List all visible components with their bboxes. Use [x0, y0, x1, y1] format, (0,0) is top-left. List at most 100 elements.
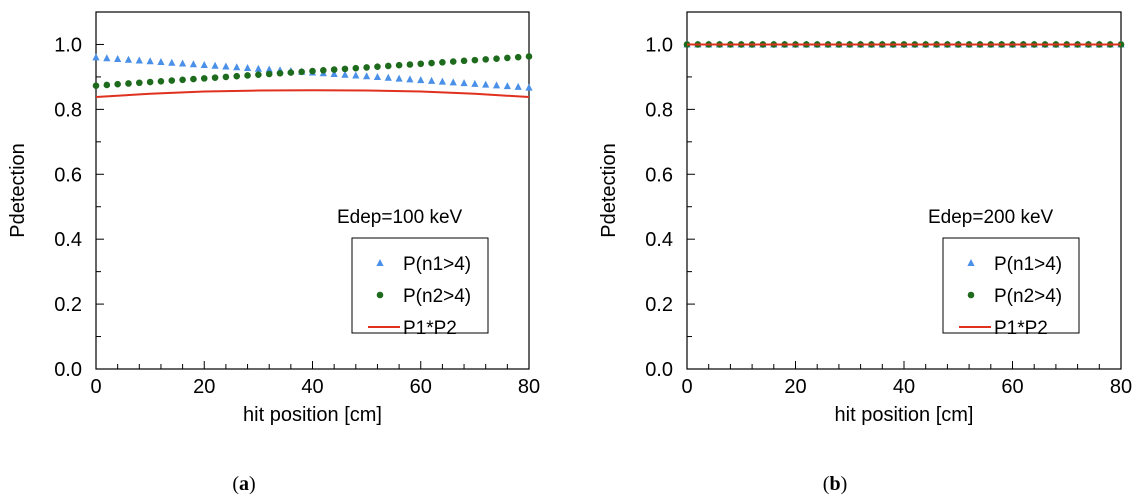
legend-label: P(n2>4)	[403, 286, 471, 307]
data-point-triangle	[363, 72, 371, 80]
data-point-triangle	[449, 78, 457, 86]
data-point-circle	[103, 81, 111, 89]
data-point-circle	[320, 67, 327, 74]
data-point-triangle	[189, 60, 198, 68]
legend-box	[351, 237, 489, 334]
data-point-triangle	[254, 64, 262, 72]
data-point-circle	[146, 78, 154, 86]
data-point-circle	[514, 53, 522, 61]
data-point-triangle	[406, 75, 414, 83]
y-tick-label: 0.8	[645, 99, 673, 121]
panel-letter: a	[239, 473, 249, 495]
data-point-circle	[504, 54, 511, 62]
y-tick-label: 0.8	[54, 99, 82, 121]
data-point-circle	[341, 65, 349, 73]
data-point-triangle	[243, 64, 252, 72]
y-tick-label: 0.4	[54, 229, 82, 251]
data-point-triangle	[103, 54, 111, 62]
data-point-triangle	[179, 59, 187, 67]
data-point-triangle	[222, 62, 230, 70]
data-point-triangle	[341, 70, 349, 78]
legend-label: P1*P2	[994, 318, 1048, 339]
data-point-triangle	[525, 83, 533, 91]
legend-label: P(n1>4)	[994, 254, 1062, 275]
panel-label: (a)	[232, 473, 255, 495]
data-point-triangle	[384, 73, 392, 81]
data-point-triangle	[438, 77, 446, 85]
data-point-triangle	[92, 53, 100, 61]
data-point-circle	[190, 75, 197, 83]
data-point-triangle	[373, 73, 382, 81]
x-tick-label: 0	[90, 376, 101, 398]
data-point-circle	[276, 69, 284, 77]
x-tick-label: 60	[410, 376, 432, 398]
data-point-circle	[374, 63, 381, 70]
data-point-circle	[287, 69, 295, 76]
data-point-circle	[222, 73, 230, 81]
energy-annotation: Edep=200 keV	[928, 207, 1054, 228]
chart-panel-b: 0 20 40 60 80 0.0 0.2 0.4 0.6 0.8 1.0 hit position …	[598, 11, 1132, 495]
legend-label: P(n1>4)	[403, 254, 471, 275]
y-tick-label: 0.2	[54, 294, 82, 316]
data-point-triangle	[146, 57, 154, 65]
data-point-circle	[211, 74, 219, 81]
data-point-circle	[298, 68, 305, 76]
data-point-circle	[255, 71, 262, 79]
data-point-triangle	[471, 79, 479, 87]
data-point-circle	[449, 58, 457, 65]
legend-label: P1*P2	[403, 318, 457, 339]
product-curve	[95, 89, 530, 98]
y-axis-title: Pdetection	[7, 143, 29, 238]
x-tick-label: 80	[1110, 376, 1132, 398]
data-point-triangle	[352, 71, 360, 79]
x-tick-label: 0	[681, 376, 692, 398]
x-tick-label: 40	[893, 376, 915, 398]
data-point-circle	[92, 82, 100, 89]
data-point-triangle	[503, 82, 511, 90]
series-P(n1>4)	[92, 53, 533, 91]
data-point-circle	[482, 56, 490, 63]
data-point-circle	[179, 76, 186, 84]
data-point-circle	[352, 64, 360, 72]
y-tick-label: 0.0	[645, 359, 673, 381]
data-point-circle	[460, 57, 468, 65]
data-point-circle	[168, 77, 176, 84]
data-point-triangle	[492, 81, 501, 89]
y-tick-label: 1.0	[54, 34, 82, 56]
x-tick-label: 20	[784, 376, 806, 398]
data-point-triangle	[211, 61, 219, 69]
data-point-triangle	[330, 70, 338, 78]
x-tick-label: 60	[1001, 376, 1023, 398]
data-point-triangle	[427, 76, 436, 84]
y-tick-label: 0.2	[645, 294, 673, 316]
data-point-triangle	[124, 55, 133, 63]
data-point-triangle	[114, 54, 122, 62]
data-point-triangle	[157, 57, 165, 65]
data-point-circle	[233, 72, 241, 80]
legend-marker-triangle	[967, 259, 975, 266]
y-tick-label: 0.4	[645, 229, 673, 251]
data-point-circle	[114, 80, 121, 88]
data-point-circle	[200, 75, 208, 82]
data-point-triangle	[395, 74, 403, 82]
data-point-triangle	[168, 58, 176, 66]
legend-marker-triangle	[376, 259, 384, 266]
data-point-triangle	[417, 76, 425, 84]
x-tick-label: 80	[518, 376, 540, 398]
data-point-triangle	[460, 79, 468, 87]
legend-marker-circle	[967, 291, 975, 299]
y-tick-label: 0.6	[54, 164, 82, 186]
series-P1*P2	[95, 89, 530, 98]
chart-panel-a: 0 20 40 60 80 0.0 0.2 0.4 0.6 0.8 1.0 hit position …	[7, 11, 540, 495]
x-tick-label: 20	[193, 376, 215, 398]
data-point-triangle	[200, 60, 208, 68]
data-point-circle	[525, 53, 533, 60]
data-point-triangle	[514, 82, 522, 90]
data-point-circle	[330, 66, 338, 73]
data-point-circle	[363, 64, 370, 71]
data-point-circle	[406, 61, 414, 68]
y-tick-label: 0.0	[54, 359, 82, 381]
x-tick-label: 40	[301, 376, 323, 398]
y-axis-title: Pdetection	[598, 143, 620, 238]
